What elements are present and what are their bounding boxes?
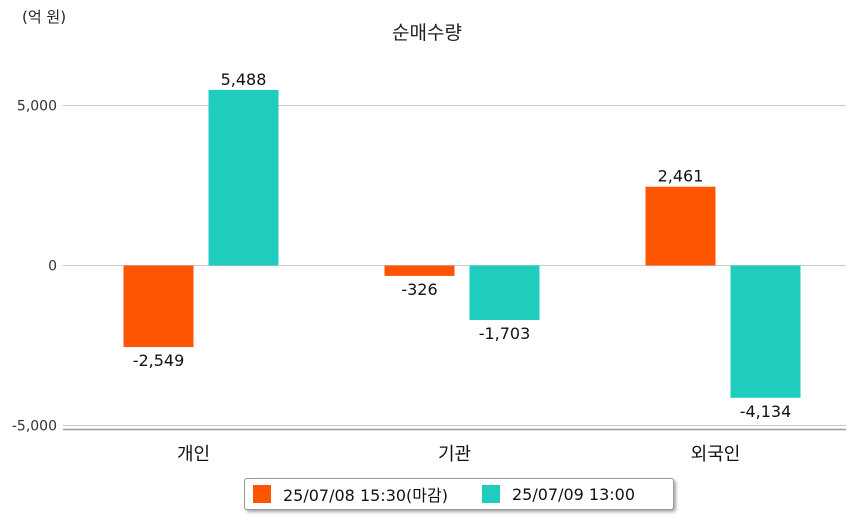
legend-label-series-2: 25/07/09 13:00 bbox=[511, 484, 636, 504]
bar bbox=[469, 265, 540, 320]
y-tick-label: -5,000 bbox=[12, 419, 57, 435]
data-label: 2,461 bbox=[658, 167, 704, 186]
data-label: -1,703 bbox=[479, 324, 531, 343]
legend-item-series-1[interactable]: 25/07/08 15:30(마감) bbox=[253, 482, 448, 506]
legend-label-series-1: 25/07/08 15:30(마감) bbox=[283, 486, 448, 505]
y-tick-label: 0 bbox=[48, 259, 57, 275]
y-tick-label: 5,000 bbox=[17, 99, 57, 115]
bar bbox=[208, 89, 279, 266]
data-label: -4,134 bbox=[740, 402, 792, 421]
legend-item-series-2[interactable]: 25/07/09 13:00 bbox=[481, 484, 636, 504]
unit-label: (억 원) bbox=[22, 8, 67, 26]
x-tick-label: 기관 bbox=[438, 444, 471, 465]
bar bbox=[123, 265, 194, 348]
data-label: -2,549 bbox=[133, 351, 185, 370]
data-label: 5,488 bbox=[221, 70, 267, 89]
data-label: -326 bbox=[401, 280, 437, 299]
chart-title: 순매수량 bbox=[392, 22, 462, 44]
legend: 25/07/08 15:30(마감) 25/07/09 13:00 bbox=[244, 478, 674, 510]
bar bbox=[384, 265, 455, 276]
x-tick-label: 외국인 bbox=[691, 444, 741, 465]
x-tick-label: 개인 bbox=[177, 444, 210, 465]
legend-swatch-series-1 bbox=[253, 485, 271, 503]
bar bbox=[730, 265, 801, 398]
bar bbox=[645, 186, 716, 266]
legend-swatch-series-2 bbox=[481, 485, 500, 503]
